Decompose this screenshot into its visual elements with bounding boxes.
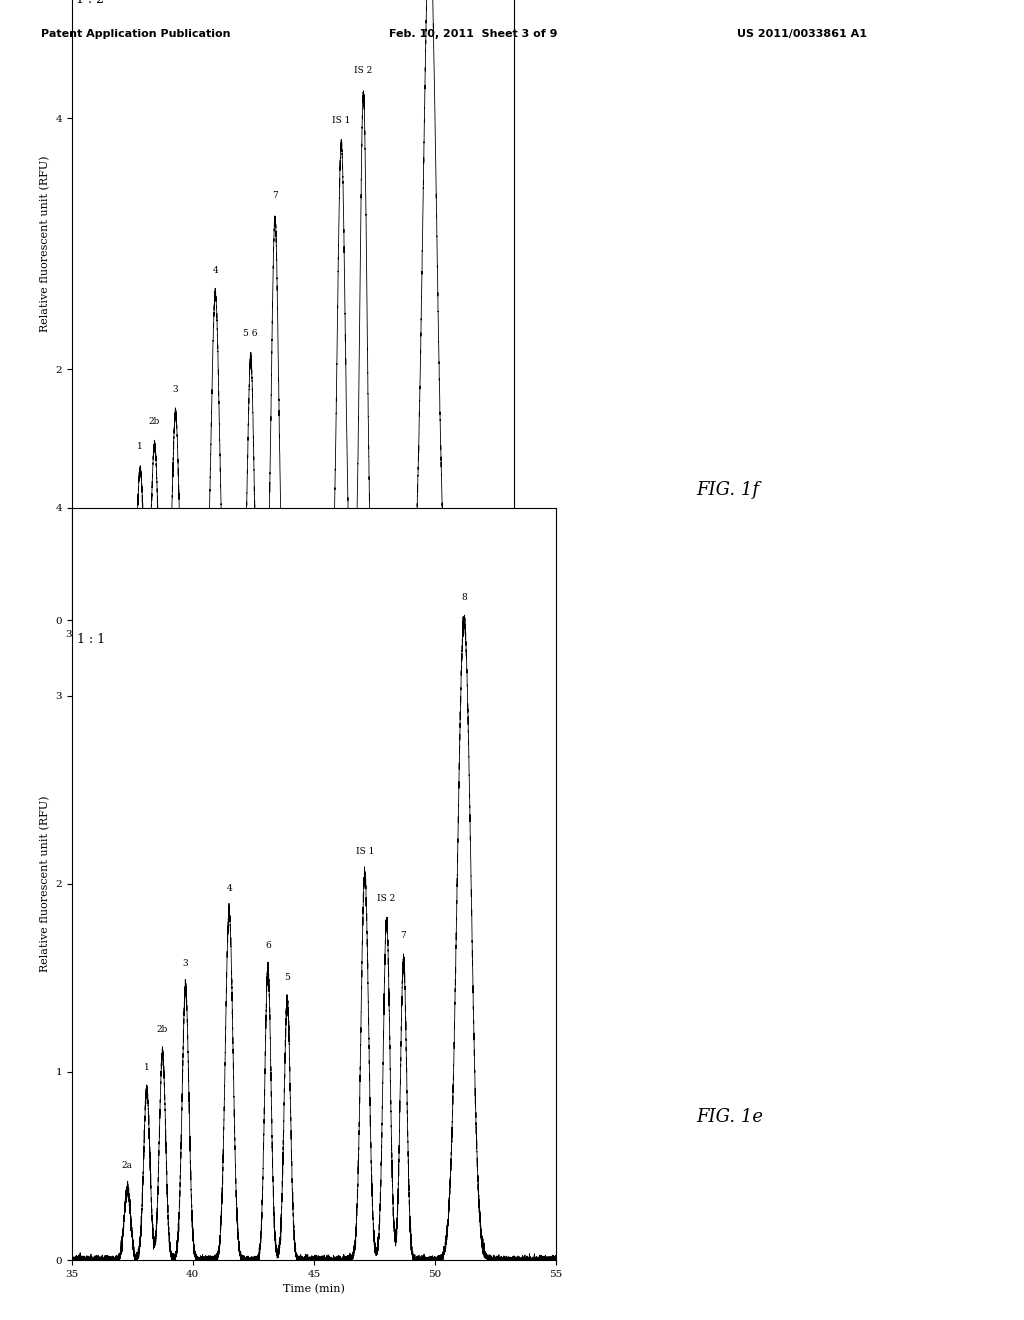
Text: 4: 4: [226, 884, 232, 894]
Text: FIG. 1f: FIG. 1f: [696, 480, 760, 499]
Text: 1 : 2: 1 : 2: [76, 0, 104, 7]
X-axis label: Time (min): Time (min): [283, 1284, 345, 1295]
X-axis label: Time (min): Time (min): [262, 644, 324, 655]
Text: 2b: 2b: [148, 417, 160, 425]
Text: US 2011/0033861 A1: US 2011/0033861 A1: [737, 29, 867, 40]
Text: IS 1: IS 1: [332, 116, 350, 124]
Text: 1: 1: [137, 442, 143, 450]
Text: 5: 5: [285, 973, 290, 982]
Text: 3: 3: [173, 385, 178, 395]
Text: IS 1: IS 1: [355, 846, 374, 855]
Y-axis label: Relative fluorescent unit (RFU): Relative fluorescent unit (RFU): [40, 156, 50, 333]
Text: 1: 1: [144, 1063, 150, 1072]
Text: 3: 3: [182, 960, 188, 969]
Text: 2a: 2a: [117, 529, 128, 539]
Text: 2a: 2a: [122, 1160, 133, 1170]
Text: 7: 7: [272, 191, 278, 199]
Text: 5 6: 5 6: [244, 329, 258, 338]
Text: 4: 4: [212, 267, 218, 275]
Text: IS 2: IS 2: [378, 894, 395, 903]
Text: 6: 6: [265, 941, 270, 949]
Text: FIG. 1e: FIG. 1e: [696, 1109, 763, 1126]
Text: 8: 8: [461, 593, 467, 602]
Text: Patent Application Publication: Patent Application Publication: [41, 29, 230, 40]
Text: 1 : 1: 1 : 1: [77, 634, 104, 645]
Text: Feb. 10, 2011  Sheet 3 of 9: Feb. 10, 2011 Sheet 3 of 9: [389, 29, 558, 40]
Text: 7: 7: [400, 931, 407, 940]
Text: IS 2: IS 2: [354, 66, 373, 74]
Y-axis label: Relative fluorescent unit (RFU): Relative fluorescent unit (RFU): [40, 796, 50, 972]
Text: 2b: 2b: [157, 1026, 168, 1035]
